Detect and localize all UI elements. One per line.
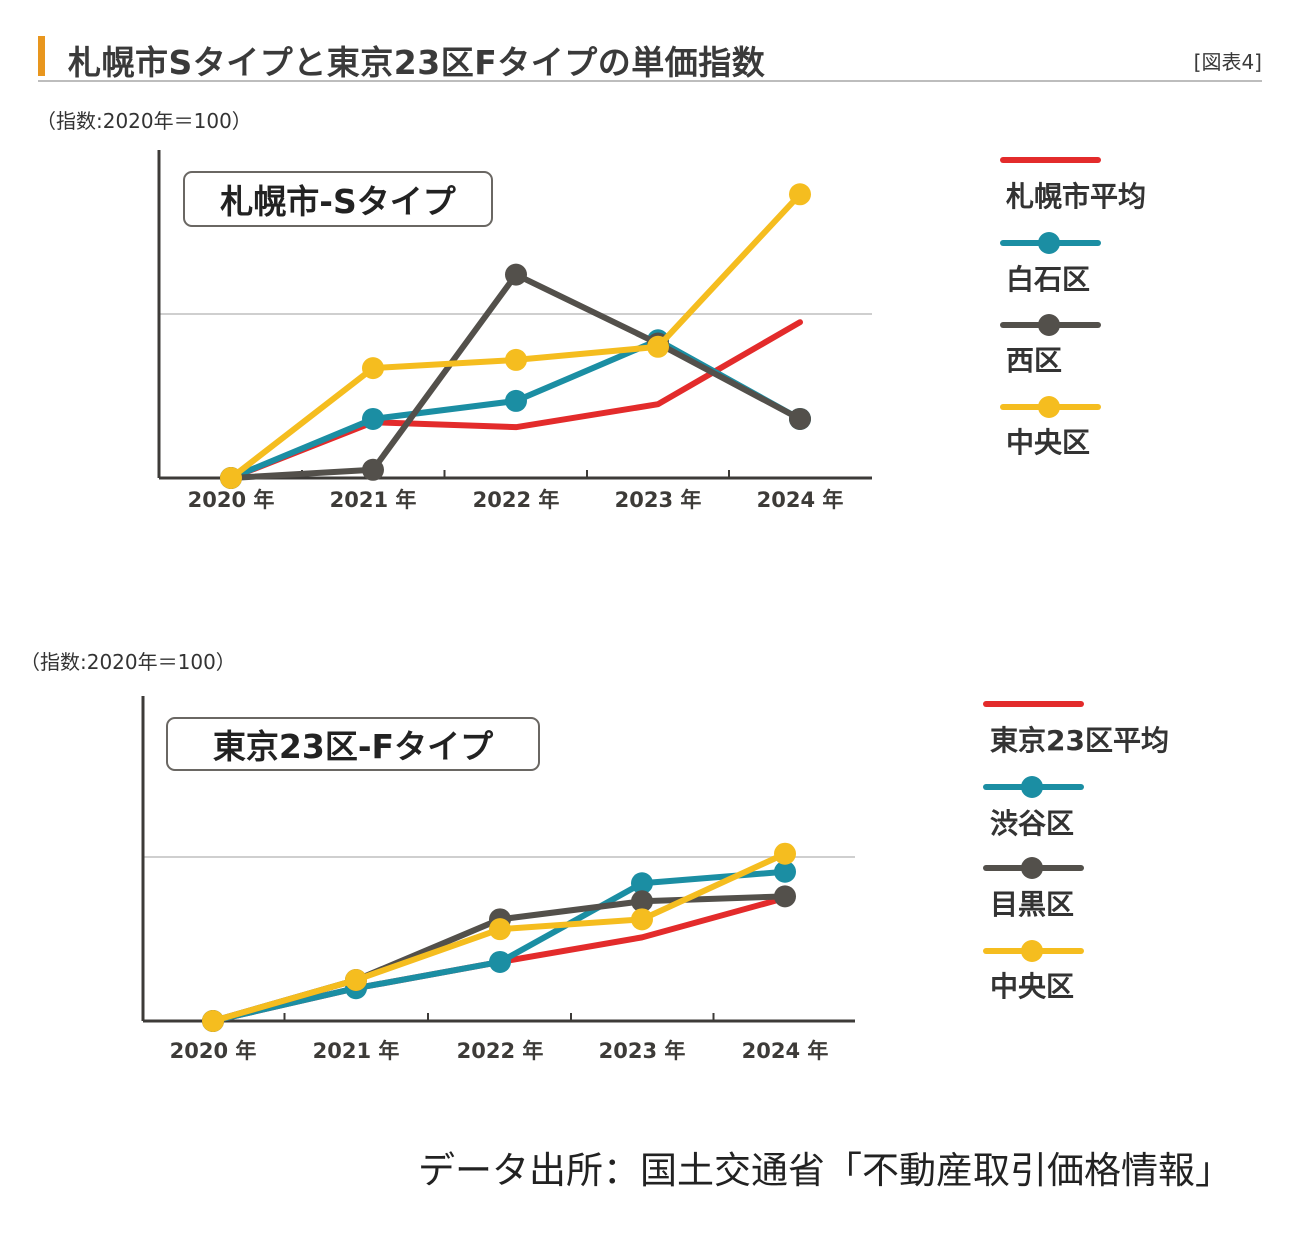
legend-label: 中央区 (1006, 426, 1090, 459)
data-source-note: データ出所：国土交通省「不動産取引価格情報」 (418, 1149, 1232, 1192)
data-point (505, 263, 527, 286)
data-point (345, 969, 367, 991)
legend-label: 西区 (1006, 344, 1062, 377)
x-tick-label: 2024 年 (757, 488, 844, 512)
figure-reference: [図表4] (1193, 50, 1262, 74)
chart-title: 東京23区-Fタイプ (213, 727, 494, 766)
x-tick-label: 2023 年 (599, 1039, 686, 1063)
data-point (489, 918, 511, 941)
header-accent-bar (38, 36, 45, 76)
data-point (489, 950, 511, 973)
x-tick-label: 2020 年 (170, 1039, 257, 1063)
legend-marker (1038, 396, 1060, 418)
legend-marker (1038, 232, 1060, 254)
data-point (505, 348, 527, 371)
figure-title: 札幌市Sタイプと東京23区Fタイプの単価指数 (68, 43, 766, 82)
data-point (362, 407, 384, 430)
legend-label: 札幌市平均 (1006, 180, 1146, 213)
x-tick-label: 2022 年 (457, 1039, 544, 1063)
x-tick-label: 2020 年 (188, 488, 275, 512)
legend-label: 目黒区 (990, 888, 1074, 921)
data-point (220, 467, 242, 489)
x-tick-label: 2021 年 (330, 488, 417, 512)
legend-label: 中央区 (990, 970, 1074, 1003)
chart-title-box (183, 171, 493, 227)
data-point (362, 458, 384, 481)
data-point (789, 407, 811, 430)
legend-marker (1038, 314, 1060, 336)
data-point (774, 860, 796, 883)
data-point (631, 908, 653, 931)
x-tick-label: 2024 年 (742, 1039, 829, 1063)
legend-label: 東京23区平均 (990, 724, 1169, 757)
data-point (774, 885, 796, 908)
data-point (631, 872, 653, 895)
chart-sapporo: （指数:2020年＝100） 2020 年 2021 年 2022 年 2023 年 20… (36, 109, 1146, 512)
data-point (631, 890, 653, 913)
x-tick-label: 2023 年 (615, 488, 702, 512)
data-point (647, 335, 669, 358)
chart-title: 札幌市-Sタイプ (220, 182, 456, 221)
unit-note: （指数:2020年＝100） (20, 650, 236, 674)
data-point (202, 1010, 224, 1032)
x-tick-label: 2021 年 (313, 1039, 400, 1063)
chart-title-box (166, 717, 540, 771)
x-tick-label: 2022 年 (473, 488, 560, 512)
unit-note: （指数:2020年＝100） (36, 109, 252, 133)
data-point (505, 389, 527, 412)
legend-marker (1021, 940, 1043, 962)
data-point (362, 357, 384, 380)
data-point (774, 842, 796, 865)
legend-label: 渋谷区 (990, 807, 1074, 840)
data-point (789, 183, 811, 206)
header-divider (38, 80, 1262, 82)
chart-tokyo: （指数:2020年＝100） 2020 年 2021 年 2022 年 2023 年 20… (20, 650, 1169, 1063)
figure-header: 札幌市Sタイプと東京23区Fタイプの単価指数 [図表4] (38, 34, 1262, 82)
legend-marker (1021, 857, 1043, 879)
legend-label: 白石区 (1006, 263, 1090, 296)
legend-marker (1021, 776, 1043, 798)
